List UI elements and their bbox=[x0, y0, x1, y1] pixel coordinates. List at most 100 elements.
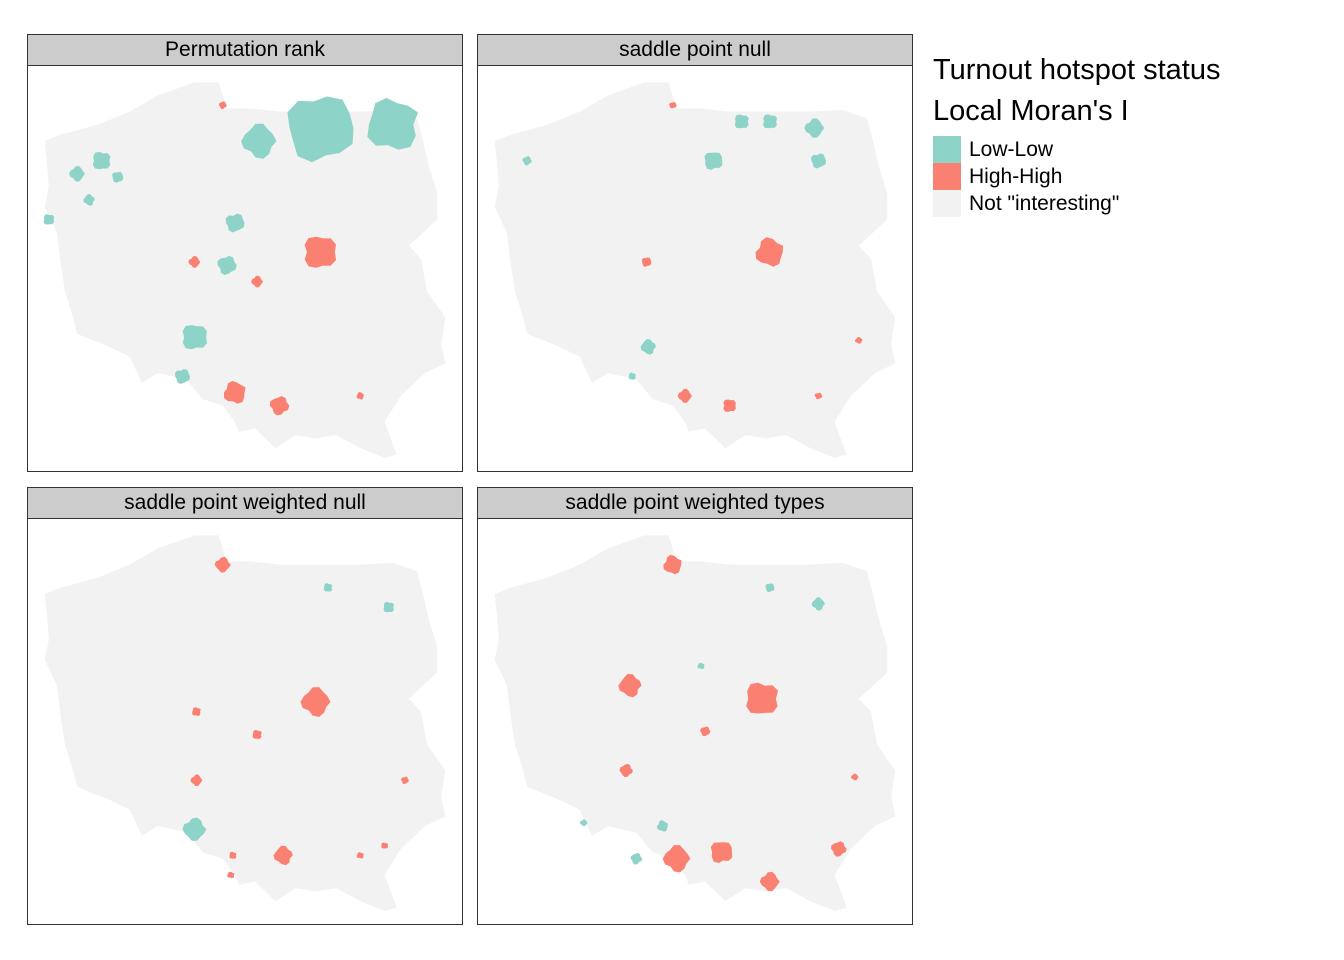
map-plot bbox=[477, 66, 913, 472]
high-high-cluster bbox=[401, 776, 409, 785]
high-high-cluster bbox=[854, 337, 863, 344]
high-high-cluster bbox=[227, 871, 235, 879]
high-high-cluster bbox=[700, 726, 711, 737]
low-low-cluster bbox=[225, 213, 245, 233]
high-high-cluster bbox=[223, 380, 246, 404]
map-panel-saddle-point-weighted-types: saddle point weighted types bbox=[477, 487, 913, 925]
low-low-cluster bbox=[804, 118, 825, 138]
high-high-cluster bbox=[814, 392, 823, 400]
legend-item-high-high: High-High bbox=[933, 163, 1220, 190]
high-high-cluster bbox=[304, 236, 337, 268]
low-low-cluster bbox=[765, 583, 775, 593]
legend: Turnout hotspot status Local Moran's I L… bbox=[933, 50, 1220, 217]
high-high-cluster bbox=[641, 257, 652, 267]
legend-swatch bbox=[933, 163, 961, 190]
low-low-cluster bbox=[704, 152, 723, 170]
low-low-cluster bbox=[217, 255, 237, 276]
poland-map bbox=[43, 82, 446, 458]
legend-label: Low-Low bbox=[969, 137, 1054, 161]
poland-outline bbox=[494, 82, 896, 458]
low-low-cluster bbox=[112, 171, 124, 183]
low-low-cluster bbox=[241, 123, 277, 159]
high-high-cluster bbox=[618, 673, 642, 698]
legend-title: Turnout hotspot status bbox=[933, 54, 1221, 86]
low-low-cluster bbox=[628, 372, 636, 380]
low-low-cluster bbox=[630, 852, 643, 865]
map-plot bbox=[27, 66, 463, 472]
high-high-cluster bbox=[850, 773, 859, 781]
low-low-cluster bbox=[323, 583, 333, 592]
map-plot bbox=[27, 519, 463, 925]
low-low-cluster bbox=[383, 601, 395, 613]
panel-strip: saddle point weighted types bbox=[477, 487, 913, 519]
high-high-cluster bbox=[662, 845, 691, 873]
high-high-cluster bbox=[759, 871, 780, 892]
map-plot bbox=[477, 519, 913, 925]
high-high-cluster bbox=[192, 707, 201, 716]
panel-strip: saddle point null bbox=[477, 34, 913, 66]
poland-outline bbox=[44, 82, 446, 458]
high-high-cluster bbox=[273, 845, 293, 866]
panel-strip: saddle point weighted null bbox=[27, 487, 463, 519]
high-high-cluster bbox=[300, 687, 331, 717]
poland-map bbox=[44, 535, 446, 911]
low-low-cluster bbox=[287, 96, 354, 163]
high-high-cluster bbox=[356, 391, 364, 400]
high-high-cluster bbox=[677, 388, 693, 403]
high-high-cluster bbox=[710, 842, 733, 864]
high-high-cluster bbox=[663, 554, 682, 575]
high-high-cluster bbox=[251, 275, 264, 288]
poland-map bbox=[494, 82, 896, 458]
low-low-cluster bbox=[640, 339, 656, 355]
low-low-cluster bbox=[182, 817, 207, 841]
panel-title: saddle point weighted null bbox=[124, 491, 366, 514]
low-low-cluster bbox=[656, 820, 668, 832]
legend-subtitle: Local Moran's I bbox=[933, 95, 1129, 127]
low-low-cluster bbox=[182, 325, 207, 350]
low-low-cluster bbox=[174, 369, 190, 385]
legend-label: Not "interesting" bbox=[969, 191, 1120, 215]
high-high-cluster bbox=[218, 101, 227, 110]
low-low-cluster bbox=[367, 98, 419, 150]
low-low-cluster bbox=[92, 151, 111, 170]
high-high-cluster bbox=[229, 851, 237, 859]
legend-swatch bbox=[933, 190, 961, 217]
low-low-cluster bbox=[762, 114, 778, 129]
legend-item-not-interesting: Not "interesting" bbox=[933, 190, 1220, 217]
high-high-cluster bbox=[190, 774, 203, 787]
high-high-cluster bbox=[214, 556, 231, 573]
high-high-cluster bbox=[831, 841, 847, 857]
high-high-cluster bbox=[252, 729, 262, 739]
high-high-cluster bbox=[619, 763, 634, 778]
legend-label: High-High bbox=[969, 164, 1063, 188]
poland-map bbox=[494, 535, 896, 911]
high-high-cluster bbox=[746, 682, 779, 714]
high-high-cluster bbox=[723, 399, 736, 412]
low-low-cluster bbox=[734, 114, 749, 129]
map-panel-permutation-rank: Permutation rank bbox=[27, 34, 463, 472]
map-panel-saddle-point-weighted-null: saddle point weighted null bbox=[27, 487, 463, 925]
panel-title: saddle point null bbox=[619, 38, 771, 61]
high-high-cluster bbox=[669, 102, 677, 109]
panel-title: saddle point weighted types bbox=[565, 491, 825, 514]
low-low-cluster bbox=[697, 662, 705, 670]
panel-strip: Permutation rank bbox=[27, 34, 463, 66]
high-high-cluster bbox=[269, 396, 290, 416]
low-low-cluster bbox=[43, 214, 55, 225]
low-low-cluster bbox=[69, 165, 85, 182]
low-low-cluster bbox=[579, 819, 588, 827]
legend-swatch bbox=[933, 136, 961, 163]
high-high-cluster bbox=[381, 842, 389, 849]
legend-item-low-low: Low-Low bbox=[933, 136, 1220, 163]
low-low-cluster bbox=[522, 156, 532, 166]
map-panel-saddle-point-null: saddle point null bbox=[477, 34, 913, 472]
low-low-cluster bbox=[811, 597, 825, 611]
high-high-cluster bbox=[356, 852, 364, 859]
panel-title: Permutation rank bbox=[165, 38, 325, 61]
low-low-cluster bbox=[83, 194, 95, 206]
high-high-cluster bbox=[188, 256, 201, 268]
poland-outline bbox=[44, 535, 446, 911]
poland-outline bbox=[494, 535, 896, 911]
high-high-cluster bbox=[755, 237, 784, 267]
low-low-cluster bbox=[811, 153, 827, 169]
